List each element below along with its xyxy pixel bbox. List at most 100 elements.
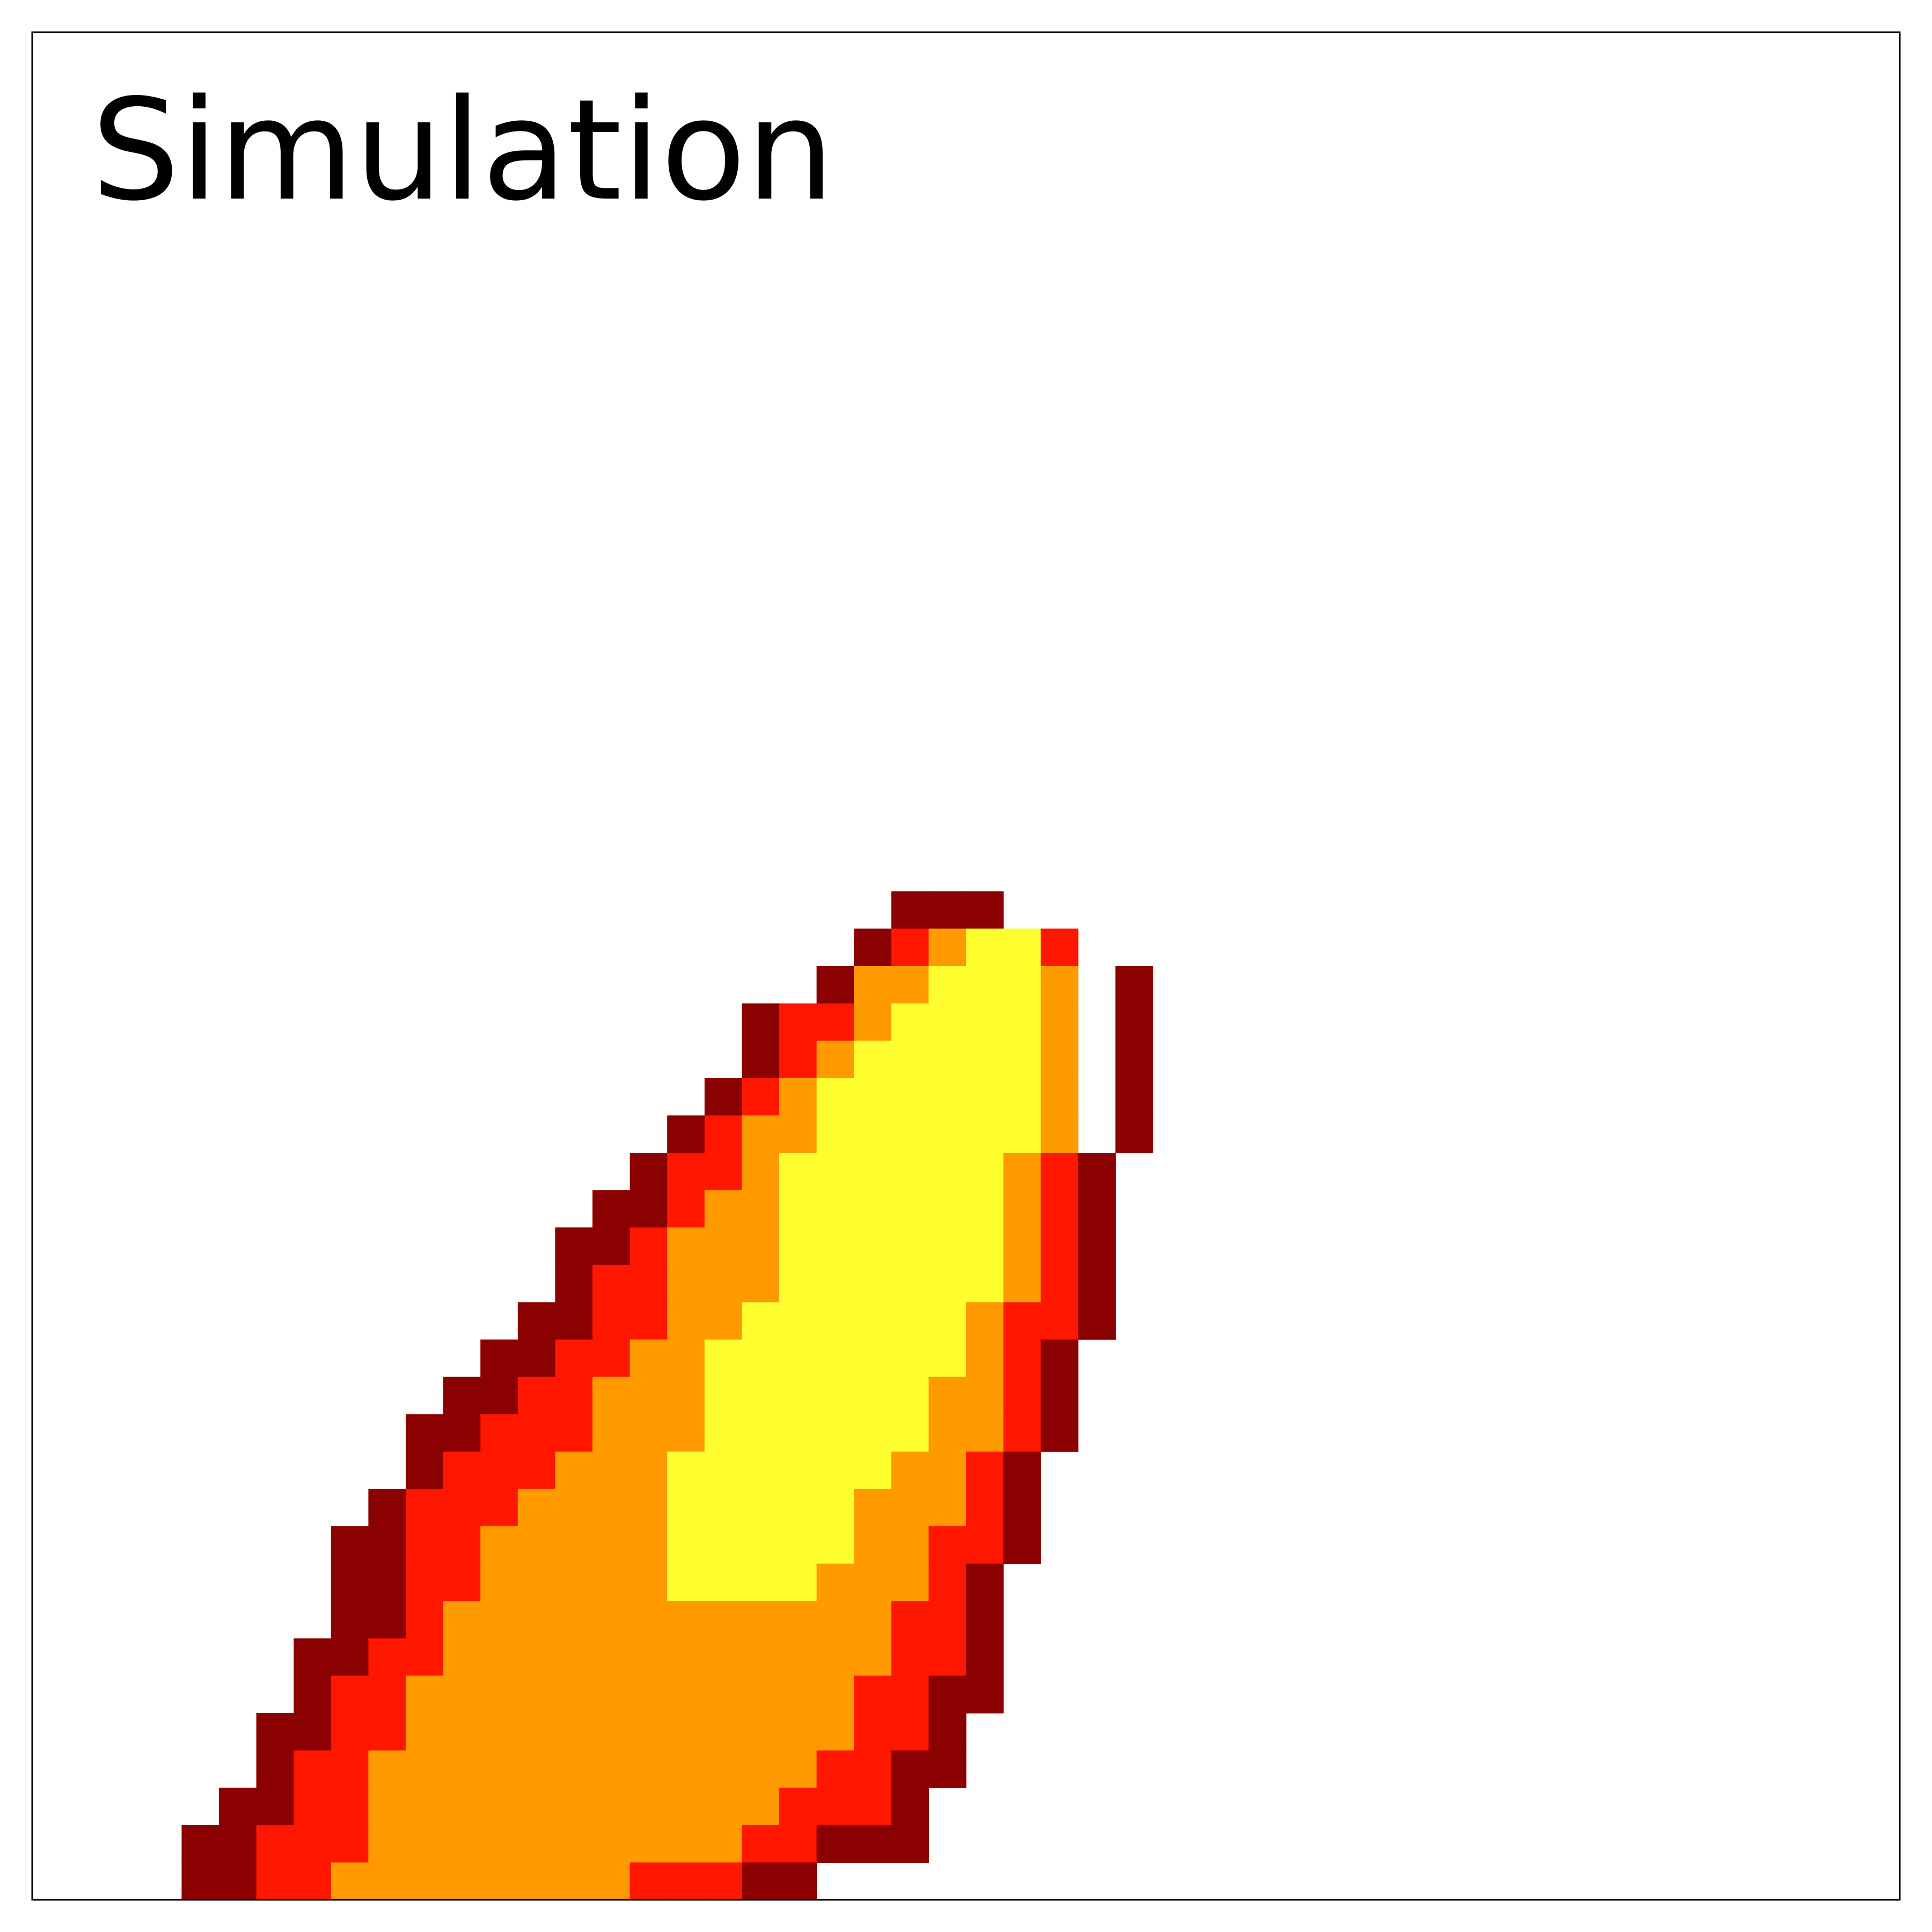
heatmap-cell-level-1 (1041, 1414, 1079, 1452)
heatmap-cell-level-2 (630, 1264, 668, 1302)
heatmap-cell-level-3 (779, 1078, 817, 1116)
heatmap-cell-level-3 (630, 1675, 668, 1714)
heatmap-cell-level-2 (443, 1526, 481, 1564)
heatmap-cell-level-3 (517, 1675, 555, 1714)
heatmap-cell-level-2 (1003, 1302, 1041, 1340)
heatmap-cell-level-4 (704, 1414, 742, 1452)
heatmap-cell-level-1 (331, 1638, 369, 1676)
heatmap-cell-level-1 (368, 1563, 406, 1601)
heatmap-cell-level-1 (219, 1788, 257, 1826)
heatmap-cell-level-4 (891, 1227, 929, 1265)
heatmap-cell-level-3 (555, 1563, 593, 1601)
heatmap-cell-level-2 (1041, 1153, 1079, 1191)
heatmap-cell-level-4 (928, 1227, 967, 1265)
heatmap-cell-level-2 (1041, 1227, 1079, 1265)
heatmap-cell-level-4 (742, 1377, 780, 1415)
heatmap-cell-level-2 (592, 1302, 631, 1340)
heatmap-cell-level-3 (630, 1414, 668, 1452)
heatmap-cell-level-4 (704, 1377, 742, 1415)
heatmap-cell-level-3 (854, 1003, 892, 1041)
heatmap-cell-level-1 (406, 1451, 444, 1489)
heatmap-cell-level-2 (331, 1825, 369, 1863)
heatmap-cell-level-3 (667, 1414, 705, 1452)
heatmap-cell-level-3 (630, 1340, 668, 1378)
heatmap-cell-level-1 (742, 1003, 780, 1041)
heatmap-cell-level-2 (704, 1862, 742, 1900)
heatmap-cell-level-3 (592, 1601, 631, 1639)
heatmap-cell-level-3 (667, 1264, 705, 1302)
heatmap-cell-level-4 (816, 1078, 854, 1116)
heatmap-cell-level-3 (742, 1675, 780, 1714)
heatmap-cell-level-3 (592, 1563, 631, 1601)
heatmap-cell-level-3 (1041, 966, 1079, 1004)
heatmap-cell-level-3 (854, 1526, 892, 1564)
heatmap-cell-level-2 (816, 1003, 854, 1041)
heatmap-cell-level-3 (704, 1264, 742, 1302)
heatmap-cell-level-2 (704, 1115, 742, 1153)
heatmap-cell-level-3 (704, 1227, 742, 1265)
heatmap-cell-level-1 (1078, 1153, 1116, 1191)
heatmap-cell-level-4 (891, 1302, 929, 1340)
heatmap-cell-level-4 (1003, 966, 1041, 1004)
heatmap-cell-level-3 (1041, 1041, 1079, 1079)
heatmap-cell-level-2 (294, 1862, 332, 1900)
heatmap-cell-level-2 (406, 1563, 444, 1601)
heatmap-cell-level-2 (294, 1788, 332, 1826)
heatmap-cell-level-4 (891, 1115, 929, 1153)
heatmap-cell-level-1 (368, 1489, 406, 1527)
heatmap-cell-level-1 (891, 891, 929, 929)
heatmap-cell-level-2 (331, 1675, 369, 1714)
heatmap-cell-level-3 (779, 1675, 817, 1714)
heatmap-cell-level-3 (368, 1825, 406, 1863)
heatmap-cell-level-4 (966, 1190, 1004, 1228)
chart-title: Simulation (91, 70, 835, 232)
heatmap-cell-level-2 (816, 1788, 854, 1826)
heatmap-cell-level-1 (630, 1153, 668, 1191)
heatmap-cell-level-1 (1078, 1190, 1116, 1228)
heatmap-cell-level-4 (779, 1489, 817, 1527)
heatmap-cell-level-1 (630, 1190, 668, 1228)
heatmap-cell-level-2 (480, 1451, 518, 1489)
heatmap-cell-level-2 (406, 1601, 444, 1639)
heatmap-cell-level-3 (704, 1788, 742, 1826)
heatmap-cell-level-4 (891, 1153, 929, 1191)
heatmap-cell-level-2 (1003, 1340, 1041, 1378)
heatmap-cell-level-3 (592, 1489, 631, 1527)
heatmap-cell-level-3 (779, 1638, 817, 1676)
heatmap-cell-level-1 (1115, 1078, 1153, 1116)
heatmap-cell-level-1 (816, 1825, 854, 1863)
heatmap-cell-level-4 (854, 1190, 892, 1228)
heatmap-cell-level-3 (704, 1675, 742, 1714)
heatmap-cell-level-2 (1041, 1190, 1079, 1228)
heatmap-cell-level-2 (555, 1340, 593, 1378)
heatmap-cell-level-4 (704, 1563, 742, 1601)
heatmap-cell-level-1 (928, 1675, 967, 1714)
heatmap-cell-level-2 (331, 1788, 369, 1826)
heatmap-cell-level-3 (1041, 1003, 1079, 1041)
heatmap-cell-level-3 (742, 1750, 780, 1788)
heatmap-cell-level-3 (592, 1414, 631, 1452)
heatmap-cell-level-1 (891, 1788, 929, 1826)
heatmap-cell-level-2 (854, 1713, 892, 1751)
heatmap-cell-level-4 (854, 1377, 892, 1415)
heatmap-cell-level-3 (480, 1750, 518, 1788)
heatmap-cell-level-3 (742, 1190, 780, 1228)
heatmap-cell-level-3 (443, 1788, 481, 1826)
heatmap-cell-level-1 (368, 1601, 406, 1639)
heatmap-cell-level-2 (779, 1788, 817, 1826)
heatmap-cell-level-3 (630, 1377, 668, 1415)
heatmap-cell-level-3 (928, 1377, 967, 1415)
heatmap-cell-level-2 (854, 1788, 892, 1826)
heatmap-cell-level-4 (1003, 1003, 1041, 1041)
heatmap-cell-level-1 (443, 1414, 481, 1452)
heatmap-cell-level-4 (854, 1115, 892, 1153)
heatmap-cell-level-1 (443, 1377, 481, 1415)
heatmap-cell-level-3 (517, 1563, 555, 1601)
heatmap-cell-level-1 (480, 1377, 518, 1415)
heatmap-cell-level-2 (368, 1675, 406, 1714)
heatmap-cell-level-3 (667, 1601, 705, 1639)
heatmap-cell-level-3 (704, 1190, 742, 1228)
heatmap-cell-level-1 (219, 1825, 257, 1863)
heatmap-cell-level-3 (406, 1862, 444, 1900)
heatmap-cell-level-4 (779, 1526, 817, 1564)
